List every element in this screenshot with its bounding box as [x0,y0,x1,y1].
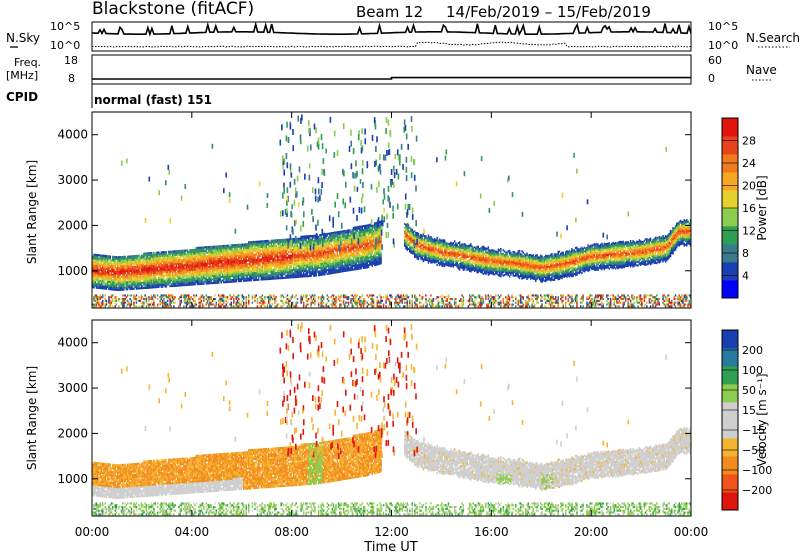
freq-trace [92,78,691,79]
velocity-panel: Slant Range [km] 1000 2000 3000 4000 [25,320,691,516]
date-range: 14/Feb/2019 – 15/Feb/2019 [446,3,651,21]
beam-title: Beam 12 [356,3,423,21]
x-tick-label: 12:00 [374,525,409,539]
freq-tick-low: 8 [68,72,75,85]
nave-tick-high: 60 [708,54,722,67]
velocity-echoes [92,322,691,515]
colorbar-tick-label: 15 [742,404,756,417]
x-tick-label: 00:00 [75,525,110,539]
nave-tick-low: 0 [708,72,715,85]
y-tick-label: 3000 [57,381,88,395]
x-tick-label: 08:00 [274,525,309,539]
y-tick-label: 2000 [57,426,88,440]
nave-label: Nave [746,63,777,77]
colorbar-tick-label: 12 [742,225,756,238]
x-tick-label: 16:00 [474,525,509,539]
y-tick-label: 1000 [57,472,88,486]
n-search-tick-low: 10^0 [708,39,738,52]
noise-sky-trace [92,24,691,35]
x-tick-label: 00:00 [674,525,709,539]
n-sky-tick-high: 10^5 [50,20,80,33]
y-tick-label: 4000 [57,336,88,350]
freq-label: Freq. [14,56,41,69]
rti-plot: Blackstone (fitACF) Beam 12 14/Feb/2019 … [0,0,800,554]
colorbar-tick-label: 24 [742,157,756,170]
colorbar-tick-label: 4 [742,270,749,283]
n-sky-tick-low: 10^0 [50,39,80,52]
cpid-row: CPID normal (fast) 151 [6,84,212,108]
power-colorbar: 28 24 20 16 12 8 4 Power [dB] [722,118,769,298]
colorbar-tick-label: −200 [742,484,772,497]
y-tick-label: 3000 [57,173,88,187]
n-search-tick-high: 10^5 [708,20,738,33]
n-search-label: N.Search [746,31,800,45]
cpid-mode: normal (fast) 151 [94,93,212,107]
y-tick-label: 4000 [57,128,88,142]
power-colorbar-label: Power [dB] [755,175,769,240]
cpid-label: CPID [6,90,38,104]
colorbar-tick-label: 200 [742,344,763,357]
noise-search-trace [92,42,691,47]
n-sky-label: N.Sky [6,31,40,45]
y-tick-label: 1000 [57,264,88,278]
freq-unit: [MHz] [6,69,38,82]
freq-panel: Freq. [MHz] 18 8 Nave 60 0 [6,54,777,85]
colorbar-tick-label: 8 [742,247,749,260]
station-title: Blackstone (fitACF) [92,0,254,19]
x-tick-label: 04:00 [175,525,210,539]
colorbar-tick-label: 16 [742,202,756,215]
colorbar-tick-label: 20 [742,180,756,193]
power-ylabel: Slant Range [km] [25,160,39,264]
y-tick-label: 2000 [57,218,88,232]
velocity-ylabel: Slant Range [km] [25,366,39,470]
power-echoes [92,114,691,307]
x-axis-label: Time UT [363,540,417,554]
noise-panel: N.Sky 10^5 10^0 N.Search 10^5 10^0 [6,20,800,52]
velocity-colorbar-label: Velocity [m s⁻¹] [755,373,769,466]
x-tick-label: 20:00 [574,525,609,539]
freq-tick-high: 18 [64,54,78,67]
colorbar-tick-label: 28 [742,135,756,148]
power-panel: Slant Range [km] 1000 2000 3000 4000 [25,112,691,308]
colorbar-tick-label: 50 [742,384,756,397]
